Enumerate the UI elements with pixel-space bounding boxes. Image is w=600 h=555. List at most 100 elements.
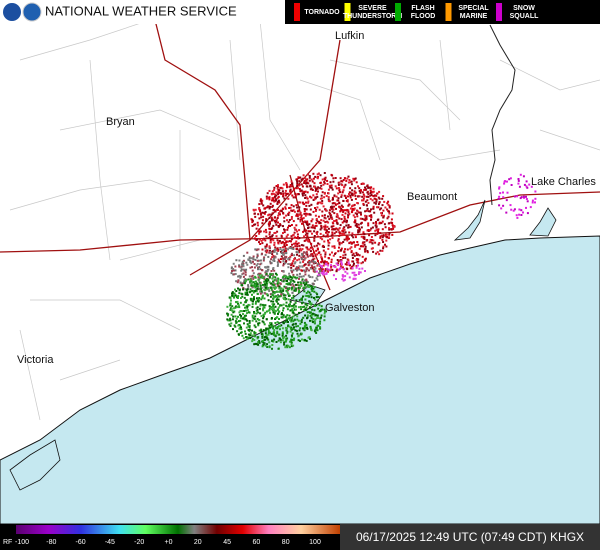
echo — [281, 190, 284, 193]
echo — [252, 255, 255, 258]
echo — [310, 287, 313, 290]
echo — [364, 257, 367, 260]
echo — [283, 242, 286, 245]
echo — [344, 231, 347, 234]
legend-label: SPECIAL — [458, 5, 489, 12]
echo — [335, 187, 338, 190]
echo — [321, 214, 324, 217]
echo — [320, 225, 323, 227]
echo — [262, 308, 264, 311]
echo — [510, 208, 513, 211]
echo — [307, 239, 309, 242]
echo — [352, 260, 355, 263]
echo — [503, 182, 506, 185]
echo — [293, 210, 296, 213]
echo — [253, 296, 255, 299]
echo — [347, 259, 350, 262]
echo — [277, 191, 280, 194]
echo — [324, 253, 327, 256]
echo — [276, 321, 279, 323]
echo — [235, 317, 238, 320]
echo — [290, 288, 293, 291]
echo — [375, 194, 378, 197]
echo — [388, 228, 391, 231]
echo — [374, 202, 377, 205]
echo — [273, 249, 276, 251]
echo — [312, 210, 315, 213]
echo — [255, 285, 258, 288]
echo — [336, 203, 339, 205]
echo — [271, 238, 274, 241]
echo — [351, 271, 354, 274]
echo — [306, 185, 309, 188]
echo — [340, 260, 343, 263]
echo — [282, 275, 285, 278]
echo — [363, 188, 366, 191]
echo — [238, 265, 241, 268]
echo — [304, 303, 307, 306]
echo — [257, 230, 260, 233]
echo — [271, 235, 273, 238]
echo — [308, 263, 311, 266]
echo — [388, 233, 391, 236]
echo — [262, 238, 264, 241]
echo — [273, 279, 276, 282]
echo — [268, 281, 271, 284]
echo — [277, 184, 279, 187]
echo — [351, 232, 354, 235]
echo — [515, 214, 518, 217]
echo — [388, 227, 390, 230]
echo — [251, 305, 254, 308]
scale-ticks: -100 -80 -60 -45 -20 +0 20 45 60 80 100 — [15, 539, 321, 546]
echo — [291, 210, 294, 212]
echo — [340, 242, 343, 245]
echo — [315, 332, 318, 334]
echo — [347, 262, 350, 265]
echo — [297, 286, 300, 289]
echo — [314, 254, 317, 257]
echo — [357, 195, 359, 198]
echo — [300, 249, 303, 252]
echo — [310, 315, 313, 318]
echo — [354, 219, 357, 222]
echo — [364, 270, 366, 272]
echo — [310, 226, 313, 229]
echo — [278, 212, 281, 215]
echo — [273, 332, 276, 335]
echo — [522, 195, 525, 198]
echo — [274, 286, 277, 289]
echo — [285, 329, 288, 332]
echo — [273, 310, 276, 313]
echo — [280, 287, 283, 290]
echo — [243, 269, 246, 272]
echo — [277, 339, 280, 342]
echo — [259, 210, 262, 213]
echo — [325, 229, 328, 232]
echo — [314, 197, 317, 200]
echo — [325, 195, 328, 197]
echo — [343, 228, 346, 231]
echo — [355, 181, 358, 184]
echo — [293, 326, 295, 329]
echo — [293, 318, 296, 321]
echo — [350, 251, 353, 254]
echo — [367, 186, 370, 189]
echo — [355, 223, 358, 225]
echo — [273, 269, 276, 272]
echo — [275, 298, 278, 301]
echo — [293, 226, 296, 229]
echo — [302, 327, 304, 330]
echo — [252, 208, 255, 211]
echo — [244, 301, 247, 304]
echo — [302, 190, 305, 193]
echo — [365, 218, 368, 221]
echo — [309, 302, 311, 305]
echo — [259, 230, 262, 233]
echo — [363, 233, 366, 236]
echo — [252, 260, 254, 263]
echo — [523, 183, 526, 186]
echo — [347, 209, 350, 212]
echo — [256, 284, 259, 286]
echo — [273, 219, 276, 222]
echo — [518, 208, 521, 211]
